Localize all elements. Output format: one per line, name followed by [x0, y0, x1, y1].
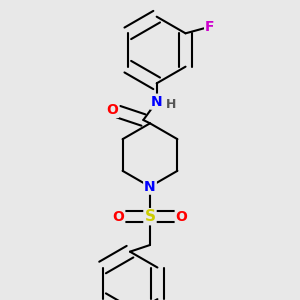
Text: F: F [205, 20, 214, 34]
Text: N: N [144, 180, 156, 194]
Text: H: H [166, 98, 176, 111]
Text: O: O [112, 210, 124, 224]
Text: O: O [106, 103, 118, 117]
Text: O: O [176, 210, 188, 224]
Text: S: S [145, 209, 155, 224]
Text: N: N [151, 95, 163, 109]
